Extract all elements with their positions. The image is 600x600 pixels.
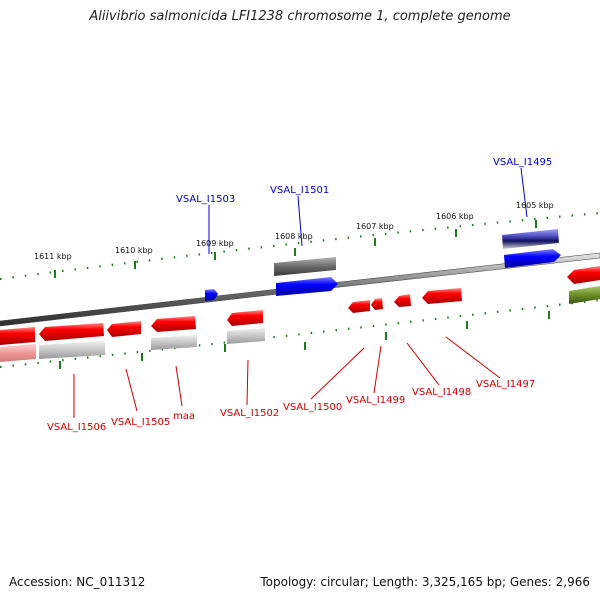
forward-gene-labels: VSAL_I1503 VSAL_I1501 VSAL_I1495 bbox=[176, 157, 552, 205]
genome-summary-text: Topology: circular; Length: 3,325,165 bp… bbox=[260, 575, 590, 589]
gene-vsal-i1500-arrow[interactable] bbox=[348, 300, 370, 313]
leader-line bbox=[246, 359, 249, 406]
reverse-gene-labels: VSAL_I1506 VSAL_I1505 maa VSAL_I1502 VSA… bbox=[47, 379, 535, 433]
gene-vsal-i1501-arrow[interactable] bbox=[276, 277, 338, 296]
kbp-label: 1609 kbp bbox=[196, 239, 234, 248]
gene-vsal-i1499-arrow[interactable] bbox=[371, 298, 383, 310]
gene-label-vsal-i1501[interactable]: VSAL_I1501 bbox=[270, 185, 329, 196]
gene-label-vsal-i1495[interactable]: VSAL_I1495 bbox=[493, 157, 552, 168]
gene-vsal-i1505-arrow[interactable] bbox=[39, 323, 104, 341]
reverse-strand-genes bbox=[0, 266, 600, 362]
gene-vsal-i1502-shadow[interactable] bbox=[227, 328, 265, 344]
leader-line bbox=[310, 347, 365, 400]
genome-title: Aliivibrio salmonicida LFI1238 chromosom… bbox=[89, 9, 511, 24]
gene-label-vsal-i1498[interactable]: VSAL_I1498 bbox=[412, 387, 471, 398]
gene-vsal-i1495-feature[interactable] bbox=[502, 229, 559, 249]
forward-label-leaders bbox=[208, 167, 528, 254]
gene-vsal-i1502-arrow[interactable] bbox=[227, 310, 263, 326]
forward-tick-track bbox=[0, 211, 600, 281]
gene-label-vsal-i1506[interactable]: VSAL_I1506 bbox=[47, 422, 106, 433]
leader-line bbox=[520, 167, 528, 218]
gene-label-vsal-i1499[interactable]: VSAL_I1499 bbox=[346, 395, 405, 406]
leader-line bbox=[406, 342, 440, 386]
kbp-label: 1606 kbp bbox=[436, 212, 474, 221]
kbp-label: 1611 kbp bbox=[34, 252, 72, 261]
forward-strand-genes bbox=[205, 229, 600, 304]
reverse-tick-track bbox=[0, 298, 600, 369]
kbp-labels: 1611 kbp 1610 kbp 1609 kbp 1608 kbp 1607… bbox=[34, 201, 554, 261]
leader-line bbox=[297, 195, 303, 247]
gene-vsal-i1501-feature[interactable] bbox=[274, 257, 336, 276]
gene-vsal-i1497-arrow[interactable] bbox=[422, 288, 462, 304]
gene-label-vsal-i1505[interactable]: VSAL_I1505 bbox=[111, 417, 170, 428]
reverse-label-leaders bbox=[73, 336, 501, 418]
gene-vsal-i1506-arrow[interactable] bbox=[0, 327, 35, 345]
kbp-label: 1610 kbp bbox=[115, 246, 153, 255]
gene-maa-shadow[interactable] bbox=[151, 335, 197, 350]
leader-line bbox=[373, 345, 382, 394]
gene-label-maa[interactable]: maa bbox=[173, 411, 195, 422]
gene-vsal-i1505-shadow[interactable] bbox=[39, 341, 105, 359]
gene-label-vsal-i1497[interactable]: VSAL_I1497 bbox=[476, 379, 535, 390]
gene-label-vsal-i1500[interactable]: VSAL_I1500 bbox=[283, 402, 342, 413]
kbp-label: 1607 kbp bbox=[356, 222, 394, 231]
kbp-label: 1608 kbp bbox=[275, 232, 313, 241]
kbp-label: 1605 kbp bbox=[516, 201, 554, 210]
leader-line bbox=[175, 365, 183, 407]
gene-label-vsal-i1503[interactable]: VSAL_I1503 bbox=[176, 194, 235, 205]
gene-label-vsal-i1502[interactable]: VSAL_I1502 bbox=[220, 408, 279, 419]
gene-olive-feature[interactable] bbox=[569, 286, 600, 304]
leader-line bbox=[445, 336, 501, 379]
gene-arrow[interactable] bbox=[107, 321, 141, 337]
gene-right-edge-arrow[interactable] bbox=[567, 266, 600, 284]
accession-text: Accession: NC_011312 bbox=[9, 575, 146, 589]
gene-maa-arrow[interactable] bbox=[151, 316, 196, 332]
gene-vsal-i1495-arrow[interactable] bbox=[504, 249, 561, 268]
gene-vsal-i1506-shadow[interactable] bbox=[0, 344, 36, 362]
leader-line bbox=[125, 368, 138, 412]
gene-vsal-i1498-arrow[interactable] bbox=[394, 294, 411, 307]
gene-vsal-i1503-arrow[interactable] bbox=[205, 289, 218, 301]
